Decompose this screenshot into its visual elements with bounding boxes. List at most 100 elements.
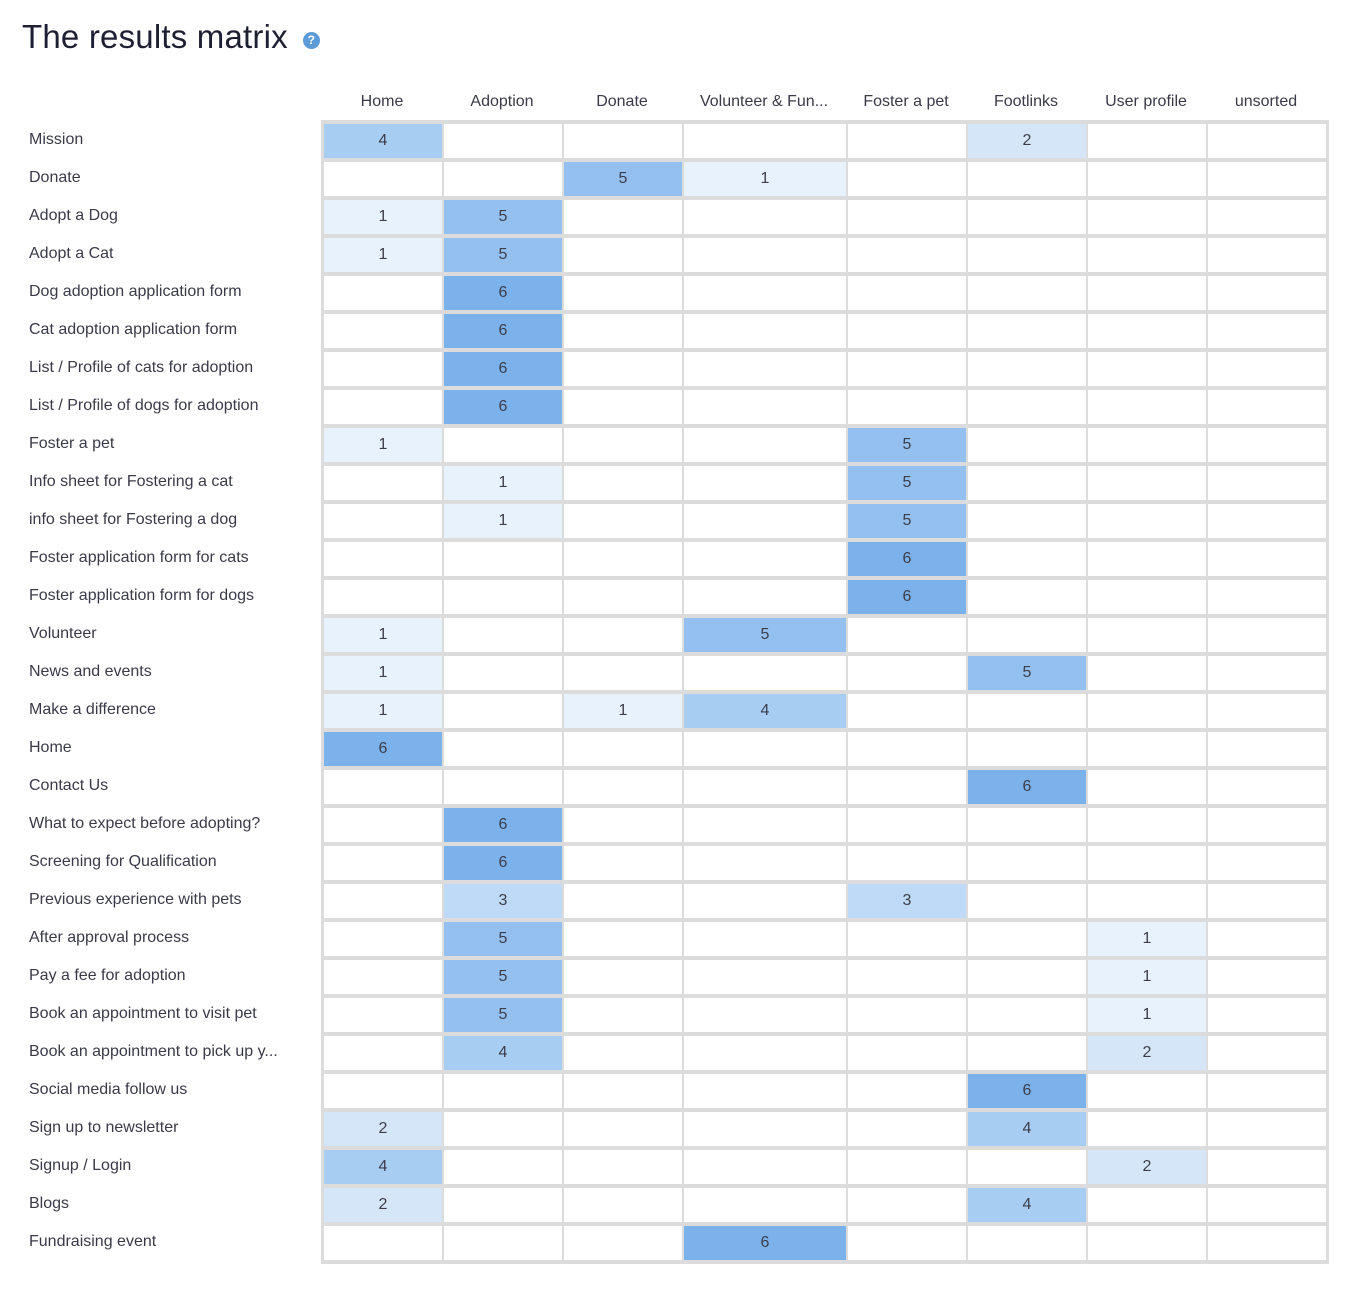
matrix-cell[interactable]	[968, 314, 1086, 348]
matrix-cell[interactable]	[444, 124, 562, 158]
matrix-cell[interactable]	[684, 998, 846, 1032]
matrix-cell[interactable]	[968, 884, 1086, 918]
matrix-cell[interactable]	[564, 960, 682, 994]
matrix-cell[interactable]	[684, 200, 846, 234]
matrix-cell[interactable]	[848, 1188, 966, 1222]
matrix-cell[interactable]	[564, 200, 682, 234]
matrix-cell[interactable]	[1088, 542, 1206, 576]
matrix-cell[interactable]	[1208, 580, 1326, 614]
matrix-cell[interactable]	[1208, 770, 1326, 804]
matrix-cell[interactable]: 1	[564, 694, 682, 728]
matrix-cell[interactable]: 1	[324, 200, 442, 234]
matrix-cell[interactable]	[968, 466, 1086, 500]
matrix-cell[interactable]	[564, 276, 682, 310]
matrix-cell[interactable]	[684, 732, 846, 766]
matrix-cell[interactable]	[1088, 276, 1206, 310]
matrix-cell[interactable]	[564, 618, 682, 652]
matrix-cell[interactable]	[848, 960, 966, 994]
matrix-cell[interactable]	[968, 542, 1086, 576]
matrix-cell[interactable]	[1088, 1112, 1206, 1146]
matrix-cell[interactable]	[444, 1188, 562, 1222]
matrix-cell[interactable]	[564, 314, 682, 348]
matrix-cell[interactable]: 4	[444, 1036, 562, 1070]
matrix-cell[interactable]	[1208, 998, 1326, 1032]
matrix-cell[interactable]	[684, 314, 846, 348]
matrix-cell[interactable]	[684, 580, 846, 614]
matrix-cell[interactable]: 1	[444, 504, 562, 538]
matrix-cell[interactable]: 6	[444, 846, 562, 880]
matrix-cell[interactable]: 5	[848, 428, 966, 462]
matrix-cell[interactable]	[324, 542, 442, 576]
matrix-cell[interactable]	[1208, 808, 1326, 842]
matrix-cell[interactable]	[1208, 846, 1326, 880]
matrix-cell[interactable]: 5	[444, 200, 562, 234]
matrix-cell[interactable]	[848, 656, 966, 690]
matrix-cell[interactable]	[1088, 314, 1206, 348]
matrix-cell[interactable]: 2	[324, 1112, 442, 1146]
matrix-cell[interactable]	[684, 1112, 846, 1146]
matrix-cell[interactable]: 2	[968, 124, 1086, 158]
matrix-cell[interactable]	[324, 466, 442, 500]
matrix-cell[interactable]	[684, 770, 846, 804]
matrix-cell[interactable]	[848, 846, 966, 880]
matrix-cell[interactable]	[1088, 618, 1206, 652]
matrix-cell[interactable]	[564, 352, 682, 386]
matrix-cell[interactable]	[564, 466, 682, 500]
matrix-cell[interactable]	[968, 200, 1086, 234]
matrix-cell[interactable]	[848, 238, 966, 272]
matrix-cell[interactable]: 5	[444, 238, 562, 272]
matrix-cell[interactable]	[848, 200, 966, 234]
matrix-cell[interactable]	[1208, 504, 1326, 538]
matrix-cell[interactable]	[1208, 542, 1326, 576]
matrix-cell[interactable]	[1208, 884, 1326, 918]
matrix-cell[interactable]	[444, 580, 562, 614]
matrix-cell[interactable]: 1	[684, 162, 846, 196]
matrix-cell[interactable]	[324, 884, 442, 918]
matrix-cell[interactable]	[324, 922, 442, 956]
matrix-cell[interactable]: 3	[848, 884, 966, 918]
matrix-cell[interactable]	[444, 1112, 562, 1146]
matrix-cell[interactable]	[1208, 1112, 1326, 1146]
matrix-cell[interactable]	[848, 1112, 966, 1146]
matrix-cell[interactable]	[1088, 200, 1206, 234]
matrix-cell[interactable]	[324, 314, 442, 348]
matrix-cell[interactable]	[684, 922, 846, 956]
matrix-cell[interactable]	[564, 542, 682, 576]
matrix-cell[interactable]: 6	[444, 390, 562, 424]
matrix-cell[interactable]	[1208, 1074, 1326, 1108]
matrix-cell[interactable]	[564, 656, 682, 690]
matrix-cell[interactable]: 4	[324, 124, 442, 158]
matrix-cell[interactable]	[1208, 960, 1326, 994]
matrix-cell[interactable]	[324, 580, 442, 614]
matrix-cell[interactable]	[564, 1226, 682, 1260]
matrix-cell[interactable]	[564, 1188, 682, 1222]
matrix-cell[interactable]	[1208, 618, 1326, 652]
matrix-cell[interactable]	[1208, 352, 1326, 386]
matrix-cell[interactable]	[324, 1074, 442, 1108]
matrix-cell[interactable]	[968, 352, 1086, 386]
matrix-cell[interactable]	[324, 504, 442, 538]
matrix-cell[interactable]	[968, 618, 1086, 652]
matrix-cell[interactable]	[968, 846, 1086, 880]
matrix-cell[interactable]: 1	[324, 238, 442, 272]
matrix-cell[interactable]	[444, 542, 562, 576]
matrix-cell[interactable]	[848, 694, 966, 728]
matrix-cell[interactable]	[1088, 770, 1206, 804]
matrix-cell[interactable]	[1208, 922, 1326, 956]
matrix-cell[interactable]: 2	[1088, 1036, 1206, 1070]
matrix-cell[interactable]	[848, 1150, 966, 1184]
matrix-cell[interactable]	[1088, 428, 1206, 462]
matrix-cell[interactable]	[1208, 124, 1326, 158]
matrix-cell[interactable]	[1208, 1150, 1326, 1184]
matrix-cell[interactable]	[684, 846, 846, 880]
matrix-cell[interactable]	[564, 770, 682, 804]
matrix-cell[interactable]	[684, 390, 846, 424]
matrix-cell[interactable]	[444, 428, 562, 462]
matrix-cell[interactable]	[564, 1150, 682, 1184]
matrix-cell[interactable]	[968, 732, 1086, 766]
matrix-cell[interactable]	[848, 922, 966, 956]
matrix-cell[interactable]: 5	[848, 466, 966, 500]
matrix-cell[interactable]: 1	[444, 466, 562, 500]
matrix-cell[interactable]: 6	[324, 732, 442, 766]
matrix-cell[interactable]: 5	[684, 618, 846, 652]
